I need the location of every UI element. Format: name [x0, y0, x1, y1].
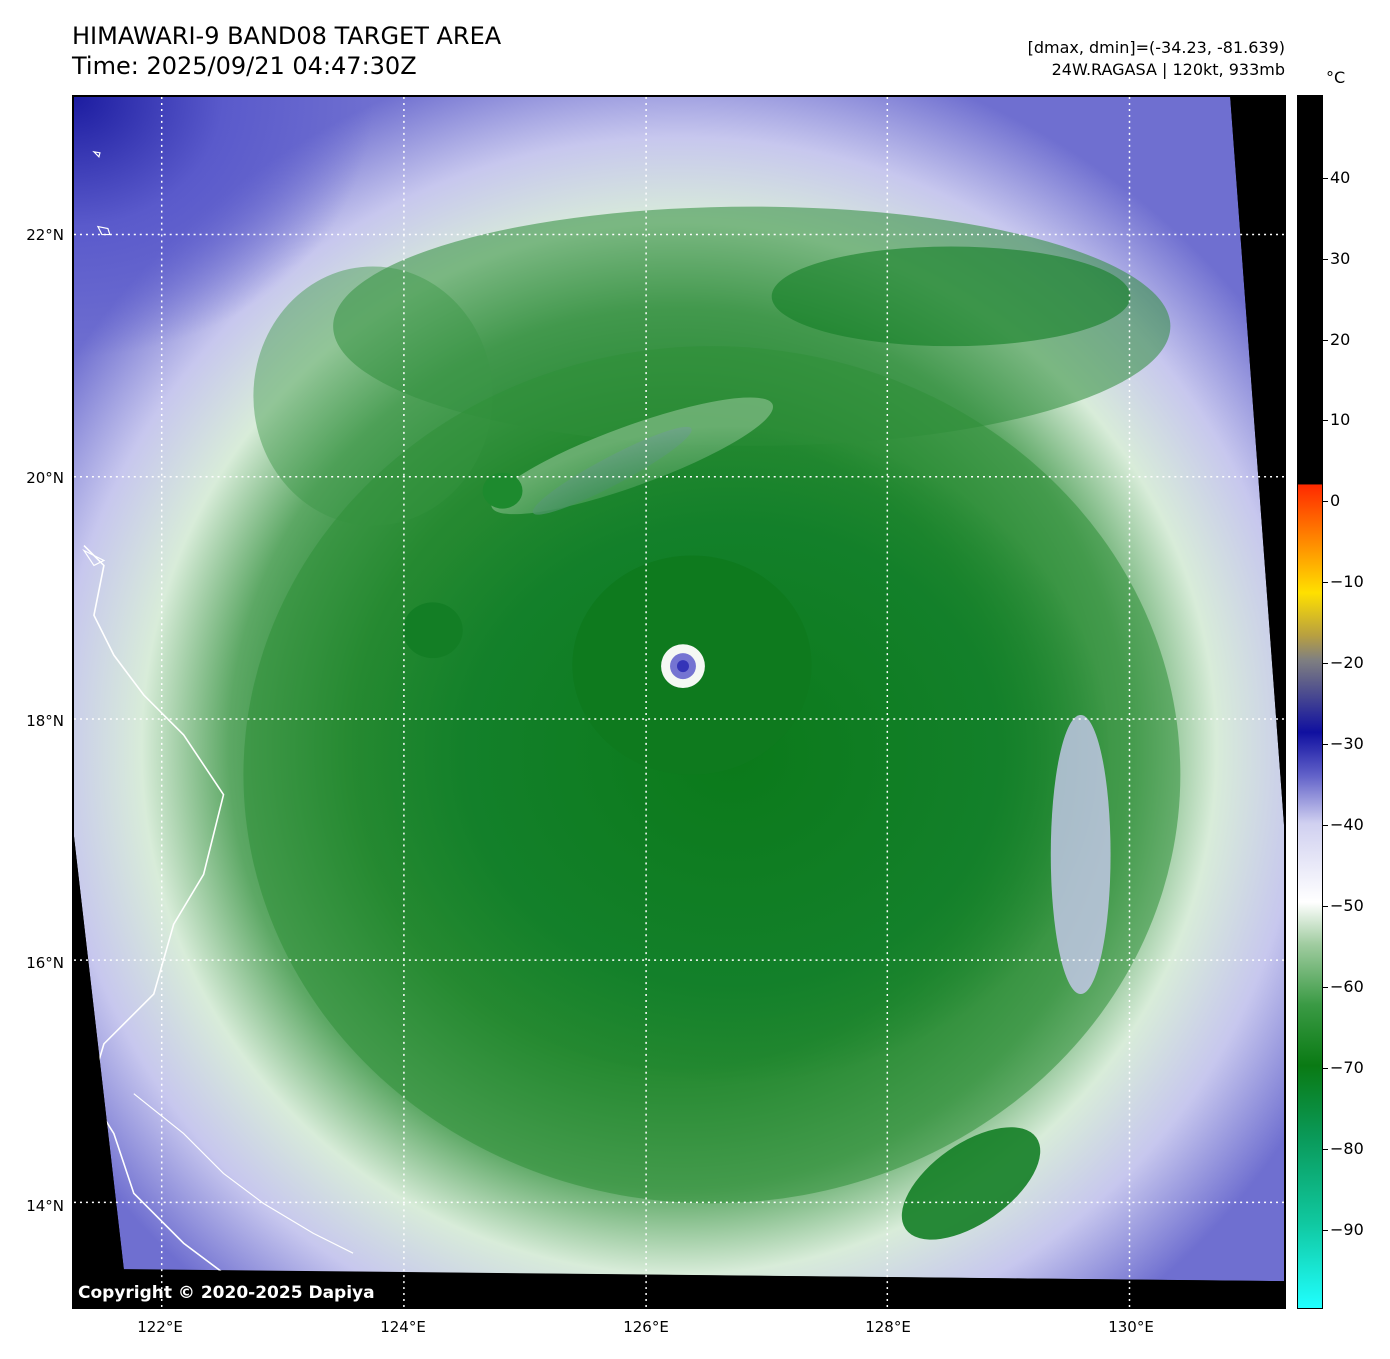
colorbar-label-30: 30: [1330, 249, 1351, 268]
colorbar-label-minus70: −70: [1330, 1058, 1364, 1077]
title-line-1: HIMAWARI-9 BAND08 TARGET AREA: [72, 22, 502, 50]
lon-label-124e: 124°E: [380, 1318, 426, 1336]
colorbar-tick: [1323, 663, 1328, 664]
lat-label-18n: 18°N: [26, 712, 64, 730]
colorbar-label-minus50: −50: [1330, 896, 1364, 915]
colorbar-tick: [1323, 582, 1328, 583]
colorbar-tick: [1323, 340, 1328, 341]
lon-label-122e: 122°E: [137, 1318, 183, 1336]
colorbar: [1297, 95, 1323, 1309]
colorbar-tick: [1323, 1068, 1328, 1069]
info-line-1: [dmax, dmin]=(-34.23, -81.639): [1027, 38, 1285, 57]
satellite-image: [74, 97, 1284, 1307]
colorbar-label-minus40: −40: [1330, 815, 1364, 834]
colorbar-label-minus30: −30: [1330, 734, 1364, 753]
copyright-text: Copyright © 2020-2025 Dapiya: [78, 1283, 375, 1303]
colorbar-label-minus90: −90: [1330, 1220, 1364, 1239]
colorbar-label-minus80: −80: [1330, 1139, 1364, 1158]
colorbar-label-minus60: −60: [1330, 977, 1364, 996]
colorbar-tick: [1323, 1230, 1328, 1231]
colorbar-unit: °C: [1326, 68, 1346, 87]
colorbar-tick: [1323, 987, 1328, 988]
colorbar-tick: [1323, 744, 1328, 745]
colorbar-tick: [1323, 420, 1328, 421]
satellite-map: Copyright © 2020-2025 Dapiya: [72, 95, 1286, 1309]
lat-label-16n: 16°N: [26, 954, 64, 972]
colorbar-tick: [1323, 1149, 1328, 1150]
colorbar-tick: [1323, 906, 1328, 907]
lon-label-130e: 130°E: [1108, 1318, 1154, 1336]
title-line-2: Time: 2025/09/21 04:47:30Z: [72, 52, 417, 80]
colorbar-label-minus10: −10: [1330, 572, 1364, 591]
lon-label-126e: 126°E: [623, 1318, 669, 1336]
colorbar-label-40: 40: [1330, 168, 1351, 187]
colorbar-label-0: 0: [1330, 491, 1341, 510]
colorbar-label-minus20: −20: [1330, 653, 1364, 672]
colorbar-label-20: 20: [1330, 330, 1351, 349]
lon-label-128e: 128°E: [865, 1318, 911, 1336]
colorbar-tick: [1323, 178, 1328, 179]
colorbar-tick: [1323, 501, 1328, 502]
colorbar-tick: [1323, 825, 1328, 826]
info-line-2: 24W.RAGASA | 120kt, 933mb: [1051, 60, 1285, 79]
lat-label-22n: 22°N: [26, 226, 64, 244]
colorbar-label-10: 10: [1330, 410, 1351, 429]
lat-label-14n: 14°N: [26, 1197, 64, 1215]
lat-label-20n: 20°N: [26, 469, 64, 487]
colorbar-tick: [1323, 259, 1328, 260]
